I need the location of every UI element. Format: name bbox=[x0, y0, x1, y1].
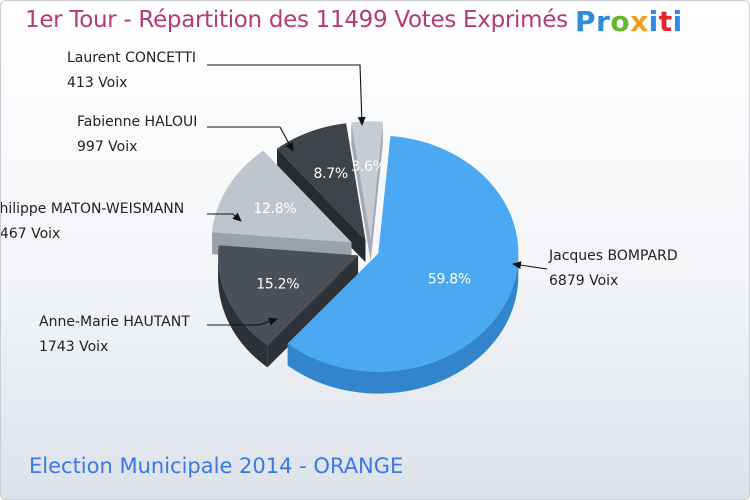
slice-percent-label: 12.8% bbox=[253, 201, 296, 217]
slice-percent-label: 3.6% bbox=[351, 159, 385, 175]
slice-side bbox=[218, 255, 268, 368]
slice-wall bbox=[351, 122, 371, 262]
proxiti-logo: Proxiti bbox=[575, 5, 683, 38]
slice-top bbox=[351, 121, 383, 240]
logo-letter: t bbox=[658, 5, 673, 38]
chart-title: 1er Tour - Répartition des 11499 Votes E… bbox=[25, 7, 568, 33]
leader-arrow bbox=[207, 317, 278, 326]
leader-arrow bbox=[207, 64, 366, 126]
slice-votes-label: 1743 Voix bbox=[39, 339, 108, 355]
slice-name-label: Fabienne HALOUI bbox=[77, 114, 197, 130]
slice-votes-label: 1467 Voix bbox=[1, 226, 60, 242]
logo-letter: P bbox=[575, 5, 597, 38]
slice-wall bbox=[370, 121, 383, 262]
slice-top bbox=[212, 150, 352, 243]
slice-top bbox=[287, 136, 519, 372]
logo-letter: i bbox=[672, 5, 683, 38]
slice-votes-label: 6879 Voix bbox=[549, 273, 618, 289]
slice-top bbox=[277, 123, 366, 241]
slice-top bbox=[218, 245, 359, 346]
slice-name-label: Anne-Marie HAUTANT bbox=[39, 314, 190, 330]
pie-slice-5 bbox=[351, 121, 383, 262]
slice-percent-label: 15.2% bbox=[256, 276, 299, 292]
slice-name-label: Philippe MATON-WEISMANN bbox=[1, 201, 184, 217]
leader-arrow bbox=[207, 126, 294, 152]
logo-letter: x bbox=[630, 5, 649, 38]
slice-percent-label: 8.7% bbox=[314, 166, 348, 182]
slice-side bbox=[287, 253, 519, 394]
slice-votes-label: 413 Voix bbox=[67, 75, 127, 91]
pie-slice-2 bbox=[218, 245, 359, 368]
footer-caption: Election Municipale 2014 - ORANGE bbox=[29, 454, 404, 478]
slice-wall bbox=[267, 255, 359, 368]
pie-slice-1 bbox=[287, 136, 519, 394]
slice-votes-label: 997 Voix bbox=[77, 139, 137, 155]
logo-letter: o bbox=[610, 5, 631, 38]
slice-percent-label: 59.8% bbox=[428, 272, 471, 288]
logo-letter: i bbox=[648, 5, 659, 38]
slice-name-label: Laurent CONCETTI bbox=[67, 50, 196, 66]
slice-name-label: Jacques BOMPARD bbox=[548, 248, 678, 264]
logo-letter: r bbox=[596, 5, 611, 38]
leader-arrow bbox=[512, 261, 548, 270]
leader-arrow bbox=[207, 212, 242, 222]
